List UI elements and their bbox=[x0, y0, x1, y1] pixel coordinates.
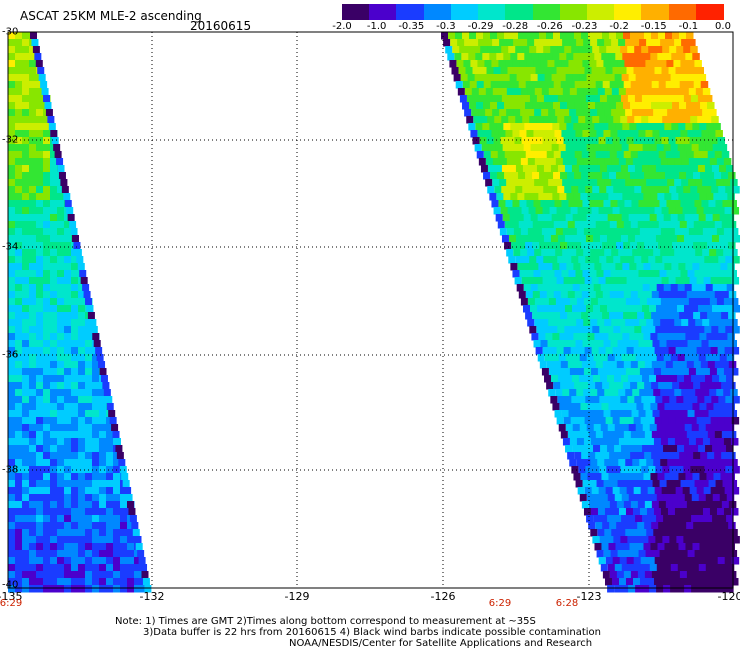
lat-label: -32 bbox=[2, 134, 19, 146]
lon-label: -132 bbox=[139, 590, 165, 603]
lon-label: -120 bbox=[717, 590, 740, 603]
lat-label: -40 bbox=[2, 579, 19, 591]
colorbar-cell bbox=[532, 4, 561, 20]
lat-label: -36 bbox=[2, 349, 19, 361]
colorbar-cell bbox=[559, 4, 588, 20]
note-line-2: 3)Data buffer is 22 hrs from 20160615 4)… bbox=[143, 627, 601, 638]
lat-label: -30 bbox=[2, 26, 19, 38]
colorbar-cell bbox=[505, 4, 534, 20]
product-title: ASCAT 25KM MLE-2 ascending bbox=[20, 9, 202, 23]
product-date: 20160615 bbox=[190, 19, 252, 33]
lon-label: -129 bbox=[284, 590, 310, 603]
note-line-3: NOAA/NESDIS/Center for Satellite Applica… bbox=[289, 638, 593, 649]
colorbar-tick-label: -0.15 bbox=[640, 21, 667, 32]
lon-label: -126 bbox=[430, 590, 456, 603]
colorbar-cell bbox=[396, 4, 425, 20]
time-label: 6:29 bbox=[488, 598, 512, 609]
colorbar-tick-label: -2.0 bbox=[332, 21, 352, 32]
lat-label: -38 bbox=[2, 464, 19, 476]
lon-label: -123 bbox=[576, 590, 602, 603]
lon-label: -135 bbox=[0, 590, 23, 603]
lat-label: -34 bbox=[2, 241, 19, 253]
time-label: 6:29 bbox=[0, 598, 23, 609]
time-label: 6:28 bbox=[555, 598, 579, 609]
colorbar-tick-label: -1.0 bbox=[366, 21, 387, 32]
colorbar-tick-label: -0.28 bbox=[502, 21, 529, 32]
colorbar-cell bbox=[423, 4, 452, 20]
colorbar-cell bbox=[614, 4, 642, 20]
colorbar-cell bbox=[695, 4, 724, 20]
colorbar-tick-label: -0.35 bbox=[398, 21, 425, 32]
colorbar-cell bbox=[586, 4, 615, 20]
colorbar-tick-label: -0.29 bbox=[467, 21, 494, 32]
colorbar-tick-label: -0.2 bbox=[609, 21, 629, 32]
colorbar-cell bbox=[342, 4, 370, 20]
colorbar-tick-label: 0.0 bbox=[715, 21, 731, 32]
map-frame bbox=[7, 31, 734, 589]
colorbar-cell bbox=[641, 4, 670, 20]
colorbar-cell bbox=[450, 4, 479, 20]
colorbar-cell bbox=[668, 4, 697, 20]
colorbar-cell bbox=[478, 4, 506, 20]
note-line-1: Note: 1) Times are GMT 2)Times along bot… bbox=[115, 616, 536, 627]
colorbar-cell bbox=[369, 4, 398, 20]
colorbar-tick-label: -0.23 bbox=[571, 21, 598, 32]
colorbar-tick-label: -0.1 bbox=[678, 21, 699, 32]
colorbar-tick-label: -0.26 bbox=[536, 21, 563, 32]
colorbar-tick-label: -0.3 bbox=[436, 21, 456, 32]
